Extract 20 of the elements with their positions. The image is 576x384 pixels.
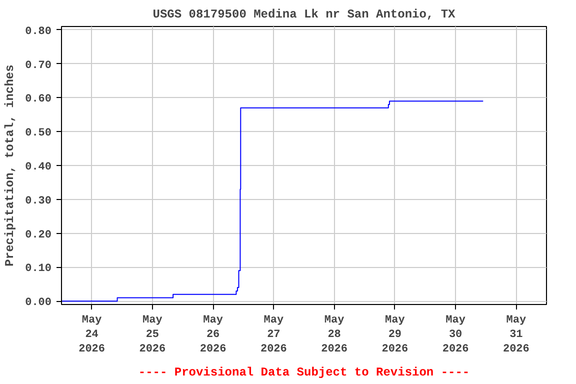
y-tick-label: 0.10 (25, 263, 52, 276)
y-tick-label: 0.50 (25, 128, 52, 140)
text: ---- Provisional Data Subject to Revision ---- (138, 366, 470, 380)
y-tick-label: 0.00 (25, 297, 52, 310)
x-tick-label: May 27 2026 (260, 314, 287, 356)
y-tick-label: 0.40 (25, 162, 52, 174)
y-tick-label: 0.70 (25, 60, 52, 72)
x-tick-label: May 28 2026 (321, 314, 348, 356)
x-tick-label: May 30 2026 (442, 314, 469, 356)
y-tick-label: 0.30 (25, 195, 52, 208)
y-tick-label: 0.80 (25, 26, 52, 38)
x-tick-label: May 31 2026 (502, 314, 530, 356)
y-tick-label: 0.60 (25, 94, 52, 106)
x-tick-label: May 29 2026 (382, 314, 408, 356)
chart-title: USGS 08179500 Medina Lk nr San Antonio, TX (152, 8, 456, 22)
y-axis-title: Precipitation, total, inches (3, 64, 18, 266)
x-tick-label: May 25 2026 (139, 314, 166, 356)
x-tick-label: May 26 2026 (200, 314, 226, 356)
y-tick-label: 0.20 (25, 229, 52, 242)
x-tick-label: May 24 2026 (78, 314, 106, 356)
